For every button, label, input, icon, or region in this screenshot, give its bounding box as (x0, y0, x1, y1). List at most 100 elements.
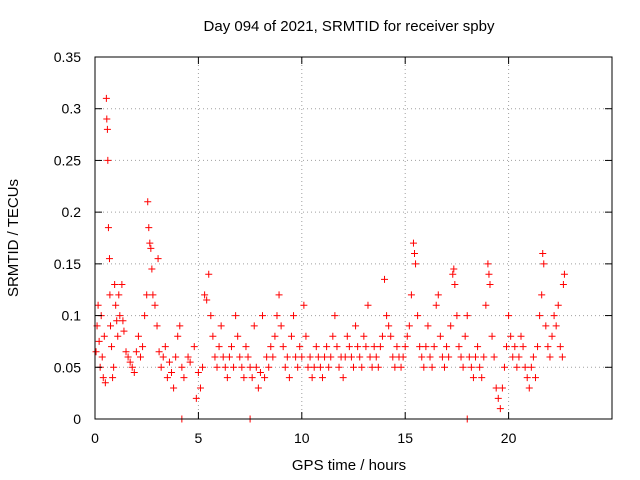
data-point (426, 353, 434, 361)
data-point (285, 374, 293, 382)
data-point (186, 358, 194, 366)
data-point (450, 265, 458, 273)
data-point (269, 353, 277, 361)
y-tick-label: 0.2 (62, 204, 82, 220)
data-point (335, 363, 343, 371)
data-point (538, 291, 546, 299)
data-point (114, 332, 122, 340)
data-point (215, 343, 223, 351)
data-point (416, 343, 424, 351)
data-point (103, 115, 111, 123)
data-point (178, 363, 186, 371)
data-point (180, 374, 188, 382)
data-point (103, 125, 111, 133)
data-point (354, 343, 362, 351)
data-point (469, 374, 477, 382)
data-point (223, 374, 231, 382)
data-point (211, 353, 219, 361)
data-point (399, 353, 407, 361)
data-point (104, 156, 112, 164)
data-point (509, 353, 517, 361)
data-point (113, 317, 121, 325)
data-point (174, 332, 182, 340)
data-point (370, 343, 378, 351)
data-point (126, 358, 134, 366)
y-tick-label: 0.35 (54, 49, 81, 65)
data-point (515, 353, 523, 361)
data-point (154, 255, 162, 263)
data-point (536, 312, 544, 320)
data-point (304, 363, 312, 371)
data-point (163, 374, 171, 382)
data-point (101, 379, 109, 387)
data-point (192, 394, 200, 402)
data-point (267, 343, 275, 351)
data-point (405, 322, 413, 330)
data-point (407, 291, 415, 299)
data-point (213, 363, 221, 371)
data-point (360, 332, 368, 340)
data-point (488, 332, 496, 340)
data-point (412, 260, 420, 268)
data-point (321, 353, 329, 361)
data-point (107, 322, 115, 330)
data-point (463, 312, 471, 320)
data-point (240, 374, 248, 382)
data-point (279, 343, 287, 351)
data-point (347, 353, 355, 361)
data-point (148, 265, 156, 273)
data-point (136, 353, 144, 361)
data-point (422, 343, 430, 351)
data-point (207, 312, 215, 320)
data-point (244, 353, 252, 361)
data-point (248, 374, 256, 382)
data-point (105, 255, 113, 263)
data-point (428, 363, 436, 371)
data-point (498, 384, 506, 392)
data-point (134, 332, 142, 340)
data-point (420, 363, 428, 371)
data-point (246, 363, 254, 371)
data-point (443, 343, 451, 351)
data-point (552, 322, 560, 330)
data-point (474, 343, 482, 351)
data-point (128, 363, 136, 371)
plot-frame (94, 56, 613, 420)
y-axis-title: SRMTID / TECUs (5, 179, 22, 297)
y-tick-label: 0.05 (54, 359, 81, 375)
data-point (300, 301, 308, 309)
data-point (203, 296, 211, 304)
data-point (296, 343, 304, 351)
data-point (290, 312, 298, 320)
data-point (393, 343, 401, 351)
data-point (411, 250, 419, 258)
data-point (104, 224, 112, 232)
data-point (294, 363, 302, 371)
data-point (219, 353, 227, 361)
data-point (196, 384, 204, 392)
data-point (531, 374, 539, 382)
data-point (184, 353, 192, 361)
data-point (500, 363, 508, 371)
data-point (548, 332, 556, 340)
axis-ticks (94, 56, 612, 420)
data-point (254, 384, 262, 392)
data-point (507, 332, 515, 340)
data-point (472, 353, 480, 361)
data-point (119, 317, 127, 325)
data-point (316, 363, 324, 371)
data-point (225, 353, 233, 361)
data-point (403, 332, 411, 340)
data-point (521, 363, 529, 371)
data-point (153, 322, 161, 330)
data-point (98, 353, 106, 361)
data-point (523, 374, 531, 382)
data-point (391, 363, 399, 371)
data-point (529, 353, 537, 361)
x-tick-label: 10 (294, 430, 310, 446)
y-tick-label: 0.25 (54, 152, 81, 168)
data-point (149, 291, 157, 299)
y-tick-label: 0.15 (54, 256, 81, 272)
data-point (434, 291, 442, 299)
data-point (449, 270, 457, 278)
